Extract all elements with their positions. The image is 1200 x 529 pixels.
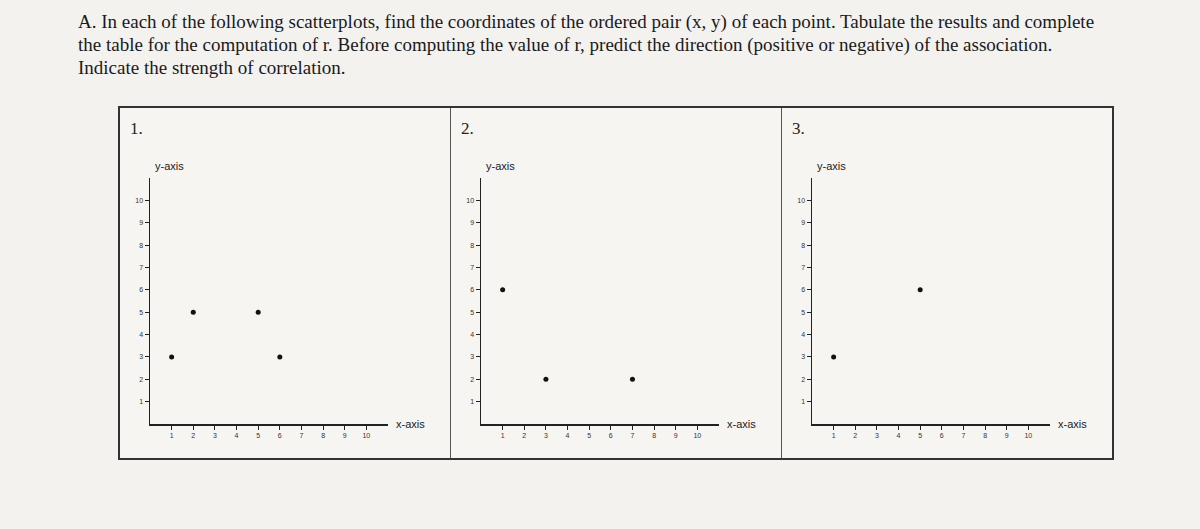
svg-text:x-axis: x-axis (727, 418, 756, 430)
svg-text:2: 2 (139, 376, 143, 383)
svg-text:1: 1 (501, 432, 505, 439)
svg-text:4: 4 (566, 432, 570, 439)
svg-text:1: 1 (470, 398, 474, 405)
svg-text:2: 2 (853, 432, 857, 439)
svg-text:7: 7 (801, 264, 805, 271)
svg-text:3: 3 (139, 353, 143, 360)
svg-text:4: 4 (801, 331, 805, 338)
svg-text:8: 8 (321, 432, 325, 439)
svg-text:5: 5 (587, 432, 591, 439)
svg-text:9: 9 (1005, 432, 1009, 439)
svg-text:7: 7 (961, 432, 965, 439)
svg-text:1.: 1. (130, 119, 143, 138)
svg-text:3: 3 (544, 432, 548, 439)
svg-text:5: 5 (139, 309, 143, 316)
svg-text:2: 2 (522, 432, 526, 439)
svg-text:y-axis: y-axis (486, 160, 515, 172)
svg-text:5: 5 (256, 432, 260, 439)
html-text:A. In each of the following sc: A. In each of the following scatterplots… (78, 11, 1095, 78)
svg-text:9: 9 (139, 219, 143, 226)
svg-text:8: 8 (139, 242, 143, 249)
svg-text:10: 10 (693, 432, 701, 439)
svg-text:8: 8 (801, 242, 805, 249)
svg-text:6: 6 (278, 432, 282, 439)
svg-text:10: 10 (135, 197, 143, 204)
svg-text:2: 2 (801, 376, 805, 383)
svg-text:8: 8 (652, 432, 656, 439)
svg-text:10: 10 (797, 197, 805, 204)
svg-text:6: 6 (940, 432, 944, 439)
svg-text:4: 4 (897, 432, 901, 439)
svg-text:2: 2 (470, 376, 474, 383)
svg-text:7: 7 (139, 264, 143, 271)
svg-text:3: 3 (213, 432, 217, 439)
svg-text:10: 10 (362, 432, 370, 439)
svg-text:1: 1 (170, 432, 174, 439)
svg-text:6: 6 (470, 286, 474, 293)
svg-text:1: 1 (832, 432, 836, 439)
svg-text:x-axis: x-axis (396, 418, 425, 430)
svg-text:3: 3 (801, 353, 805, 360)
svg-text:9: 9 (674, 432, 678, 439)
svg-text:5: 5 (470, 309, 474, 316)
svg-text:4: 4 (235, 432, 239, 439)
svg-text:3.: 3. (792, 119, 805, 138)
svg-text:y-axis: y-axis (817, 160, 846, 172)
svg-text:5: 5 (801, 309, 805, 316)
svg-text:x-axis: x-axis (1058, 418, 1087, 430)
svg-text:7: 7 (299, 432, 303, 439)
svg-text:3: 3 (470, 353, 474, 360)
svg-text:9: 9 (801, 219, 805, 226)
svg-text:9: 9 (343, 432, 347, 439)
svg-text:6: 6 (139, 286, 143, 293)
svg-text:7: 7 (630, 432, 634, 439)
svg-text:1: 1 (139, 398, 143, 405)
svg-text:6: 6 (801, 286, 805, 293)
svg-text:y-axis: y-axis (155, 160, 184, 172)
svg-text:8: 8 (470, 242, 474, 249)
svg-text:9: 9 (470, 219, 474, 226)
svg-text:4: 4 (470, 331, 474, 338)
svg-text:10: 10 (466, 197, 474, 204)
svg-text:2.: 2. (461, 119, 474, 138)
svg-text:10: 10 (1024, 432, 1032, 439)
svg-text:3: 3 (875, 432, 879, 439)
svg-text:7: 7 (470, 264, 474, 271)
svg-text:1: 1 (801, 398, 805, 405)
svg-text:5: 5 (918, 432, 922, 439)
svg-text:4: 4 (139, 331, 143, 338)
svg-text:6: 6 (609, 432, 613, 439)
svg-text:2: 2 (191, 432, 195, 439)
svg-text:8: 8 (983, 432, 987, 439)
